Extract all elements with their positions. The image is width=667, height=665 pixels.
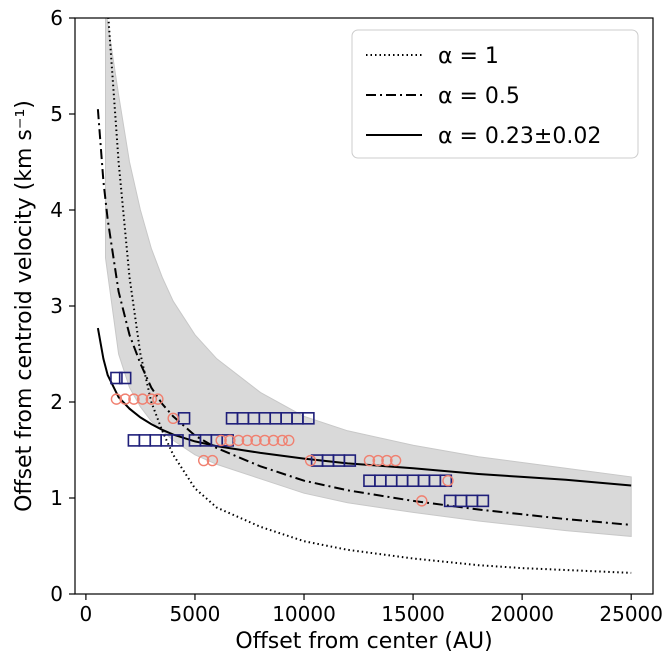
circle-point	[267, 434, 280, 447]
square-point	[171, 434, 184, 447]
y-axis-label: Offset from centroid velocity (km s⁻¹)	[12, 100, 37, 512]
circle-point	[416, 495, 428, 507]
legend-box	[351, 29, 639, 159]
x-tick-label: 20000	[490, 602, 554, 626]
circle-point	[215, 434, 227, 447]
circle-point	[145, 393, 158, 405]
circle-point	[381, 454, 393, 467]
line-alpha_1	[107, 18, 632, 574]
y-tick-label: 1	[50, 486, 63, 510]
circle-point	[167, 412, 179, 425]
model-lines	[96, 18, 632, 574]
circle-point	[363, 454, 376, 467]
circle-point	[206, 454, 219, 467]
square-point	[343, 454, 357, 467]
square-point	[439, 474, 453, 488]
y-tick-label: 2	[50, 390, 63, 414]
circle-point	[442, 475, 454, 487]
circle-point	[389, 454, 402, 467]
square-point	[302, 412, 315, 425]
line-alpha_023	[96, 327, 632, 487]
x-tick-label: 10000	[272, 602, 336, 626]
y-tick-label: 0	[50, 582, 63, 606]
circle-point	[197, 454, 210, 467]
circle-point	[372, 454, 384, 467]
legend-label-alpha-05: α = 0.5	[438, 84, 520, 109]
circle-point	[136, 393, 149, 405]
square-point	[476, 494, 490, 508]
circle-point	[232, 434, 245, 447]
y-tick-label: 4	[50, 198, 63, 222]
y-tick-label: 5	[50, 102, 63, 126]
square-point	[127, 434, 141, 447]
y-tick-label: 3	[50, 294, 63, 318]
x-tick-label: 5000	[170, 602, 221, 626]
legend-label-alpha-023: α = 0.23±0.02	[438, 124, 601, 149]
square-point	[149, 434, 163, 447]
circle-point	[224, 434, 236, 447]
line-alpha_05	[96, 109, 632, 526]
circle-point	[283, 434, 295, 447]
circle-point	[110, 393, 123, 405]
circle-point	[241, 434, 254, 447]
circle-point	[276, 434, 288, 447]
x-tick-label: 25000	[599, 602, 663, 626]
circle-point	[152, 393, 164, 405]
x-axis-ticks: 0 5000 10000 15000 20000 25000	[80, 594, 663, 626]
square-point	[138, 434, 152, 447]
legend-label-alpha-1: α = 1	[438, 44, 499, 69]
x-axis-label: Offset from center (AU)	[235, 629, 492, 654]
y-axis-ticks: 0 1 2 3 4 5 6	[50, 6, 75, 606]
x-tick-label: 0	[80, 602, 93, 626]
circle-point	[259, 434, 271, 447]
circle-point	[128, 393, 140, 405]
circle-point	[119, 393, 131, 405]
circle-point	[250, 434, 262, 447]
square-point	[118, 371, 132, 385]
x-tick-label: 15000	[381, 602, 445, 626]
circle-point	[304, 454, 317, 467]
y-tick-label: 6	[50, 6, 63, 30]
data-points	[110, 371, 490, 508]
legend: α = 1 α = 0.5 α = 0.23±0.02	[351, 29, 639, 159]
square-point	[110, 371, 123, 385]
